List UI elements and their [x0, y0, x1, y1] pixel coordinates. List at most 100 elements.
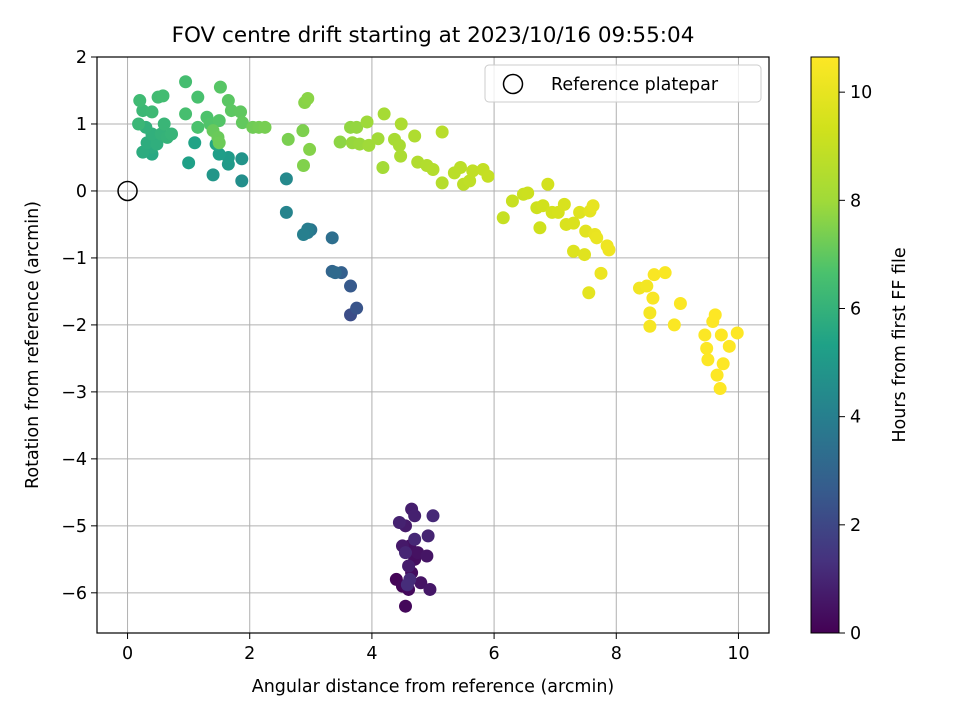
data-point	[602, 243, 616, 257]
x-tick-label: 0	[122, 644, 133, 664]
colorbar-tick-label: 4	[850, 408, 861, 428]
data-point	[132, 117, 146, 131]
x-tick-label: 10	[727, 644, 749, 664]
data-point	[213, 80, 227, 94]
data-point	[221, 94, 235, 108]
data-point	[392, 138, 406, 152]
data-point	[279, 172, 293, 186]
data-point	[333, 135, 347, 149]
data-point	[234, 105, 248, 119]
data-point	[420, 549, 434, 563]
data-point	[371, 132, 385, 146]
y-axis-ticks: 2 1 0 −1 −2 −3 −4 −5 −6	[61, 48, 97, 604]
data-point	[179, 75, 193, 89]
data-point	[392, 515, 406, 529]
scatter-points	[117, 75, 744, 613]
data-point	[394, 149, 408, 163]
data-point	[325, 231, 339, 245]
data-point	[212, 136, 226, 150]
colorbar-label: Hours from first FF file	[890, 247, 910, 442]
data-point	[350, 301, 364, 315]
data-point	[279, 205, 293, 219]
data-point	[421, 529, 435, 543]
data-point	[402, 559, 416, 573]
data-point	[481, 169, 495, 183]
data-point	[698, 328, 712, 342]
data-point	[156, 89, 170, 103]
data-point	[643, 319, 657, 333]
data-point	[303, 142, 317, 156]
data-point	[350, 120, 364, 134]
data-point	[640, 279, 654, 293]
data-point	[700, 341, 714, 355]
data-point	[573, 205, 587, 219]
colorbar: 0 2 4 6 8 10 Hours from first FF file	[810, 56, 910, 644]
data-point	[426, 509, 440, 523]
reference-platepar-point	[117, 180, 138, 202]
data-point	[541, 177, 555, 191]
data-point	[408, 129, 422, 143]
y-tick-label: −6	[61, 584, 87, 604]
colorbar-tick-label: 8	[850, 191, 861, 211]
x-tick-label: 4	[366, 644, 377, 664]
data-point	[376, 161, 390, 175]
colorbar-ticks: 0 2 4 6 8 10	[839, 83, 872, 644]
data-point	[557, 197, 571, 211]
data-point	[505, 194, 519, 208]
chart-title: FOV centre drift starting at 2023/10/16 …	[172, 23, 695, 48]
legend-marker-reference	[502, 73, 524, 95]
data-point	[646, 291, 660, 305]
data-point	[567, 216, 581, 230]
data-point	[590, 231, 604, 245]
data-point	[394, 117, 408, 131]
data-point	[710, 368, 724, 382]
data-point	[188, 136, 202, 150]
x-tick-label: 2	[244, 644, 255, 664]
y-tick-label: −2	[61, 316, 87, 336]
x-axis-ticks: 0 2 4 6 8 10	[122, 633, 750, 664]
data-point	[701, 353, 715, 367]
data-point	[150, 137, 164, 151]
data-point	[377, 107, 391, 121]
data-point	[408, 532, 422, 546]
data-point	[133, 94, 147, 108]
data-point	[466, 164, 480, 178]
data-point	[296, 227, 310, 241]
y-tick-label: 1	[76, 115, 87, 135]
data-point	[179, 107, 193, 121]
data-point	[165, 127, 179, 141]
x-tick-label: 8	[611, 644, 622, 664]
data-point	[578, 248, 592, 262]
data-point	[643, 306, 657, 320]
data-point	[328, 266, 342, 280]
data-point	[258, 120, 272, 134]
y-tick-label: −3	[61, 383, 87, 403]
data-point	[658, 266, 672, 280]
data-point	[301, 92, 315, 106]
y-tick-label: −1	[61, 249, 87, 269]
x-tick-label: 6	[489, 644, 500, 664]
data-point	[400, 578, 414, 592]
data-point	[191, 120, 205, 134]
data-point	[463, 174, 477, 188]
data-point	[235, 174, 249, 188]
data-point	[453, 161, 467, 175]
legend-box	[484, 64, 762, 103]
data-point	[399, 599, 413, 613]
data-point	[667, 318, 681, 332]
data-point	[582, 286, 596, 300]
data-point	[157, 117, 171, 131]
y-tick-label: 2	[76, 48, 87, 68]
data-point	[212, 147, 226, 161]
colorbar-tick-label: 0	[850, 624, 861, 644]
data-point	[435, 176, 449, 190]
legend-label-reference: Reference platepar	[551, 75, 719, 95]
plot-frame	[96, 56, 770, 634]
y-tick-label: 0	[76, 182, 87, 202]
data-point	[536, 199, 550, 213]
data-point	[435, 125, 449, 139]
y-tick-label: −5	[61, 517, 87, 537]
data-point	[714, 328, 728, 342]
data-point	[586, 199, 600, 213]
